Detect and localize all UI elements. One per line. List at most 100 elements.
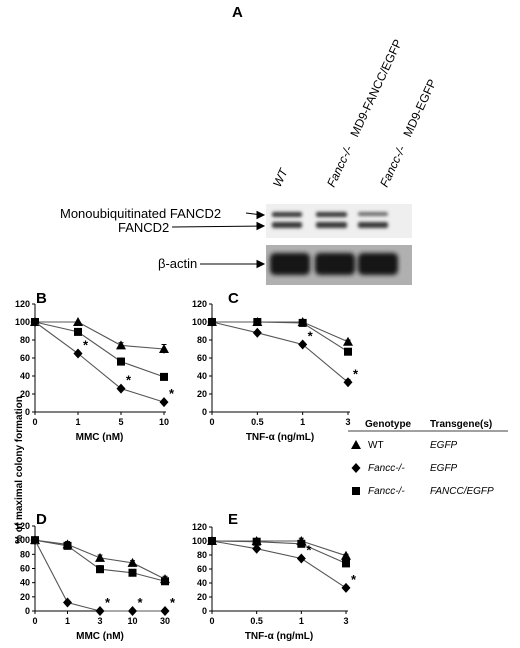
band-label-monoubiquitinated: Monoubiquitinated FANCD2 [60, 206, 221, 221]
legend-genotype: Fancc-/- [368, 486, 405, 497]
lane-transgene: MD9-EGFP [400, 77, 439, 139]
x-tick-label: 1 [300, 417, 305, 427]
series-diamond [30, 317, 169, 408]
series-diamond [207, 536, 351, 593]
significance-star: * [83, 338, 89, 353]
lane-transgene: MD9-FANCC/EGFP [347, 37, 404, 139]
series-square [208, 318, 352, 356]
y-tick-label: 100 [15, 535, 30, 545]
data-point [252, 543, 262, 554]
x-tick-label: 0 [32, 616, 37, 626]
y-tick-label: 80 [20, 335, 30, 345]
x-tick-label: 0 [32, 417, 37, 427]
chart-panel-d: D 0 20 40 60 80 100 120 0 1 3 10 30 MMC (nM) * * * [15, 511, 176, 642]
data-point [343, 336, 353, 346]
panel-c-label: C [228, 290, 239, 307]
y-tick-label: 100 [192, 317, 207, 327]
actin-bands [270, 253, 398, 275]
significance-star: * [353, 366, 359, 381]
y-tick-label: 60 [20, 564, 30, 574]
legend-marker [352, 487, 360, 495]
data-point [343, 377, 353, 388]
y-tick-label: 120 [192, 522, 207, 532]
data-point [30, 535, 40, 546]
x-tick-label: 3 [97, 616, 102, 626]
y-tick-label: 60 [197, 564, 207, 574]
data-point [73, 317, 83, 326]
series-square [208, 537, 350, 568]
x-tick-label: 0 [209, 616, 214, 626]
y-tick-label: 20 [20, 389, 30, 399]
legend-entry: WT EGFP [351, 440, 458, 451]
x-tick-label: 5 [118, 417, 123, 427]
data-point [30, 317, 40, 327]
y-tick-label: 100 [15, 317, 30, 327]
panel-d-label: D [36, 511, 47, 528]
significance-star: * [308, 329, 314, 344]
data-point [127, 557, 138, 567]
y-tick-label: 40 [197, 371, 207, 381]
panel-b-label: B [36, 290, 47, 307]
series-line [35, 321, 165, 350]
series-line [34, 321, 165, 378]
band-label-actin: β-actin [158, 256, 197, 271]
legend-transgene: EGFP [430, 440, 458, 451]
lane-genotype: Fancc-/- [377, 143, 408, 189]
panel-e-label: E [228, 511, 238, 528]
data-point [74, 327, 82, 336]
legend-genotype: Fancc-/- [368, 463, 405, 474]
x-tick-label: 1 [75, 417, 80, 427]
series-triangle [30, 317, 169, 354]
data-point [95, 606, 105, 616]
y-tick-label: 80 [197, 335, 207, 345]
y-tick-label: 80 [197, 550, 207, 560]
lane-genotype: WT [270, 165, 291, 189]
y-tick-label: 120 [192, 299, 207, 309]
lane-header-wt: WT [270, 165, 291, 189]
x-tick-label: 10 [127, 616, 137, 626]
band-arrows [171, 210, 266, 269]
y-tick-label: 0 [202, 407, 207, 417]
x-tick-label: 30 [160, 616, 170, 626]
significance-star: * [351, 572, 357, 587]
series-triangle [30, 535, 170, 584]
panel-a: A WT Fancc-/- MD9-FANCC/EGFP Fancc-/- MD… [60, 4, 439, 285]
significance-star: * [170, 595, 176, 610]
fancd2-bands [272, 212, 388, 228]
legend-marker [351, 463, 361, 473]
y-tick-label: 100 [192, 536, 207, 546]
data-point [207, 317, 217, 327]
data-point [296, 553, 306, 564]
series-line [211, 321, 349, 383]
y-tick-label: 60 [197, 353, 207, 363]
legend-marker [351, 440, 361, 449]
y-tick-label: 0 [25, 606, 30, 616]
data-point [341, 582, 351, 593]
x-tick-label: 1 [65, 616, 70, 626]
y-tick-label: 120 [15, 521, 30, 531]
data-point [252, 327, 262, 338]
series-line [211, 540, 347, 564]
series-diamond [207, 317, 353, 388]
data-point [95, 552, 105, 562]
x-tick-label: 3 [343, 616, 348, 626]
data-point [159, 344, 169, 353]
data-point [117, 357, 125, 366]
data-point [253, 318, 262, 326]
y-tick-label: 40 [197, 578, 207, 588]
x-axis-title: TNF-α (ng/mL) [246, 432, 314, 443]
legend-transgene-header: Transgene(s) [430, 419, 492, 430]
data-point [207, 536, 217, 546]
panel-a-label: A [232, 4, 243, 21]
y-tick-label: 0 [25, 407, 30, 417]
data-point [116, 383, 126, 394]
x-tick-label: 0.5 [250, 616, 263, 626]
y-tick-label: 20 [197, 389, 207, 399]
lane-header-egfp: Fancc-/- MD9-EGFP [377, 77, 439, 189]
data-point [161, 577, 169, 586]
lane-genotype: Fancc-/- [324, 143, 355, 189]
x-tick-label: 1 [299, 616, 304, 626]
data-point [342, 559, 350, 568]
legend-transgene: FANCC/EGFP [430, 486, 494, 497]
